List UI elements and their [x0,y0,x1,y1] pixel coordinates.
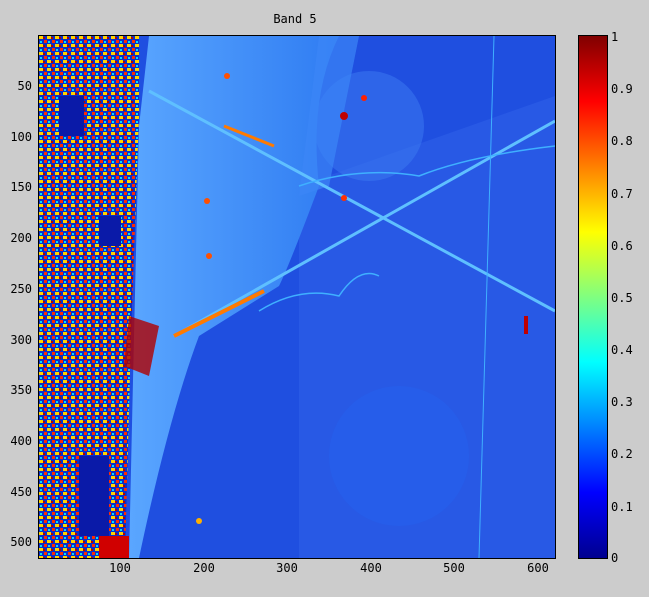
colorbar-tick-0.5: 0.5 [611,291,633,305]
colorbar-tick-0: 0 [611,551,619,565]
y-tick-500: 500 [10,535,32,549]
y-tick-450: 450 [10,485,32,499]
colorbar-tick-0.4: 0.4 [611,343,633,357]
y-tick-300: 300 [10,333,32,347]
colorbar-tick-1: 1 [611,30,619,44]
y-tick-400: 400 [10,434,32,448]
colorbar [578,35,608,559]
x-tick-400: 400 [360,561,382,575]
y-tick-350: 350 [10,383,32,397]
colorbar-tick-0.3: 0.3 [611,395,633,409]
y-tick-200: 200 [10,231,32,245]
y-tick-250: 250 [10,282,32,296]
x-tick-500: 500 [443,561,465,575]
colorbar-tick-0.2: 0.2 [611,447,633,461]
colorbar-tick-0.8: 0.8 [611,134,633,148]
colorbar-tick-0.1: 0.1 [611,500,633,514]
band-image-render [39,36,555,558]
x-tick-300: 300 [276,561,298,575]
y-tick-50: 50 [17,79,32,93]
colorbar-tick-0.6: 0.6 [611,239,633,253]
satellite-image [38,35,556,559]
x-tick-100: 100 [109,561,131,575]
x-tick-200: 200 [193,561,215,575]
y-tick-100: 100 [10,130,32,144]
colorbar-tick-0.9: 0.9 [611,82,633,96]
figure-title: Band 5 [273,12,317,26]
colorbar-tick-0.7: 0.7 [611,187,633,201]
x-tick-600: 600 [527,561,549,575]
y-tick-150: 150 [10,180,32,194]
